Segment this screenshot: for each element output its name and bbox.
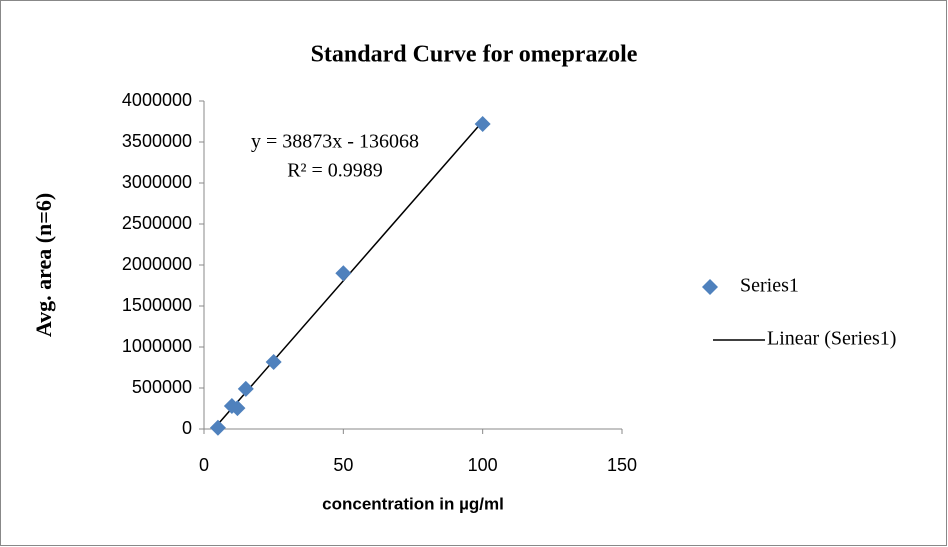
legend-label: Linear (Series1) — [767, 328, 896, 350]
point — [209, 419, 226, 436]
x-tick-label: 150 — [607, 455, 637, 475]
legend-marker — [702, 279, 718, 295]
y-tick-label: 2500000 — [122, 213, 192, 233]
y-tick-label: 0 — [182, 418, 192, 438]
y-tick-label: 4000000 — [122, 90, 192, 110]
y-tick-label: 2000000 — [122, 254, 192, 274]
point — [237, 380, 254, 397]
y-tick-label: 1000000 — [122, 336, 192, 356]
y-tick-label: 1500000 — [122, 295, 192, 315]
y-tick-label: 500000 — [132, 377, 192, 397]
x-tick-label: 0 — [199, 455, 209, 475]
point — [265, 354, 282, 371]
y-axis-label: Avg. area (n=6) — [31, 193, 56, 337]
chart-title: Standard Curve for omeprazole — [311, 42, 638, 68]
trendline-r2: R² = 0.9989 — [287, 160, 383, 182]
y-tick-label: 3500000 — [122, 131, 192, 151]
y-tick-label: 3000000 — [122, 172, 192, 192]
x-tick-label: 100 — [468, 455, 498, 475]
x-axis-label: concentration in µg/ml — [322, 494, 504, 513]
point — [229, 400, 246, 417]
point — [474, 115, 491, 132]
legend-label: Series1 — [740, 275, 799, 297]
x-tick-label: 50 — [333, 455, 353, 475]
point — [335, 265, 352, 282]
trendline-equation: y = 38873x - 136068 — [251, 131, 419, 153]
